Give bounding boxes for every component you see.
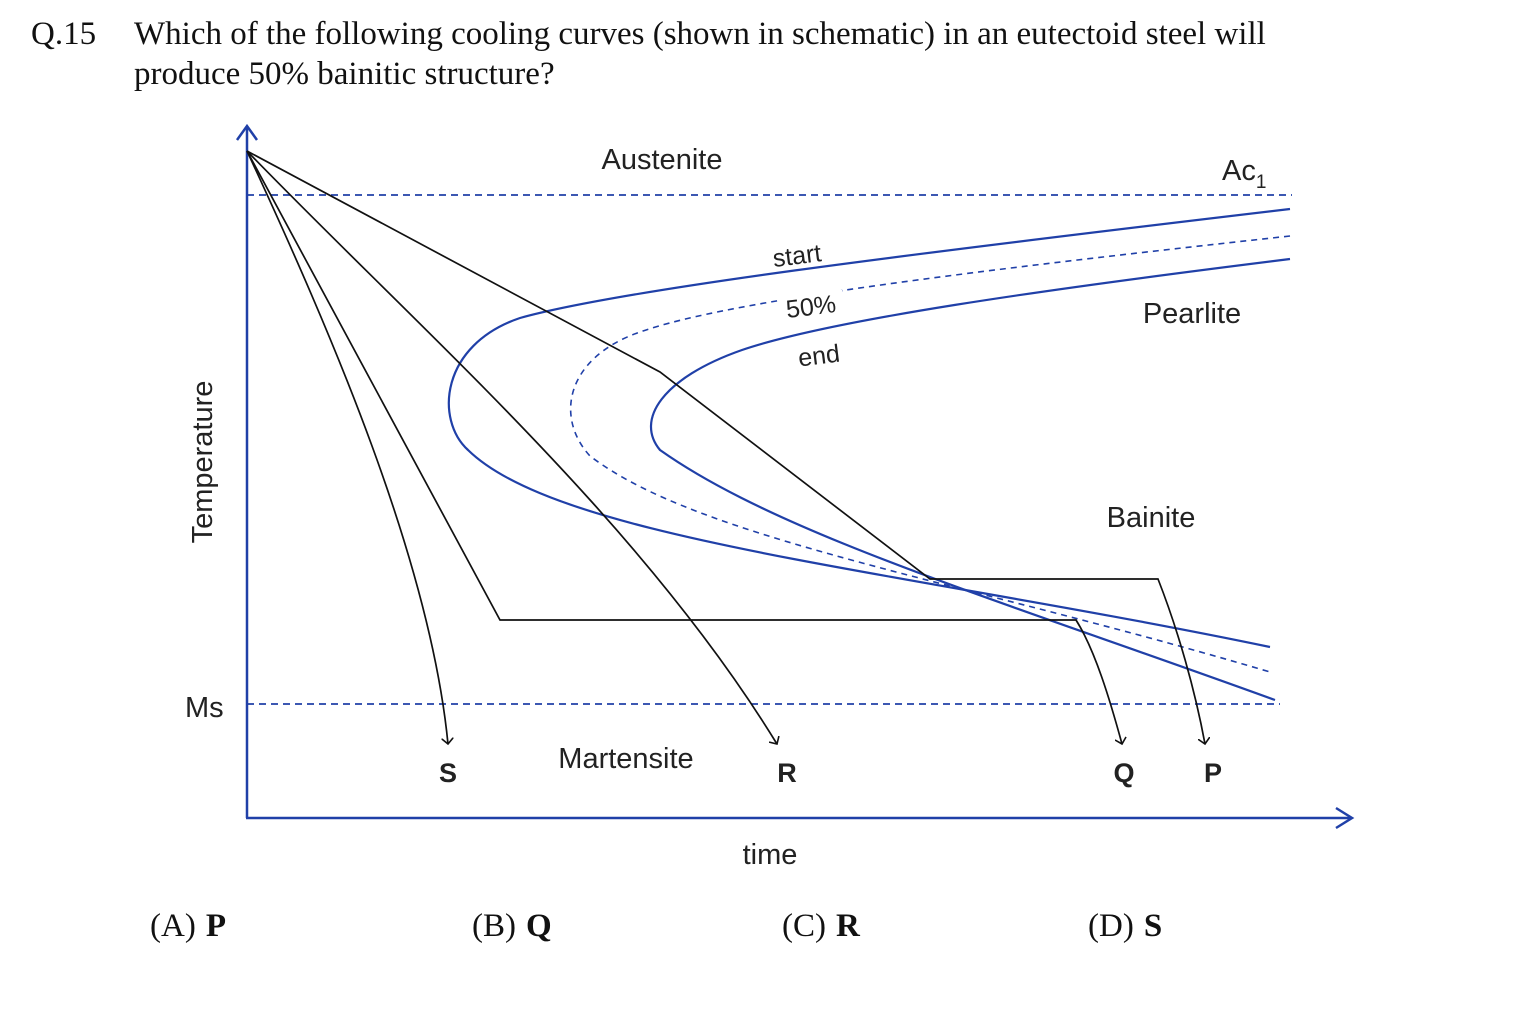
pearlite-label: Pearlite — [1143, 298, 1241, 330]
option-d-value: S — [1143, 908, 1163, 944]
ttt-curves — [447, 207, 1291, 702]
end-curve — [650, 257, 1291, 702]
x-axis-label: time — [743, 839, 798, 871]
ac1-label-main: Ac — [1222, 155, 1256, 187]
option-a-value: P — [205, 908, 226, 944]
reference-lines — [247, 194, 1292, 705]
option-a[interactable]: (A) P — [150, 906, 226, 946]
austenite-label: Austenite — [602, 144, 723, 176]
cooling-label-p: P — [1204, 758, 1222, 788]
fifty-label-mask — [780, 290, 842, 320]
option-b-key: (B) — [472, 908, 516, 944]
option-b-value: Q — [526, 908, 552, 944]
option-c-key: (C) — [782, 908, 826, 944]
cooling-label-q: Q — [1113, 758, 1134, 788]
option-b[interactable]: (B) Q — [472, 906, 552, 946]
option-a-key: (A) — [150, 908, 196, 944]
fifty-percent-curve-label: 50% — [784, 290, 837, 324]
fifty-percent-curve — [569, 235, 1291, 673]
start-curve-label: start — [771, 239, 823, 273]
cooling-paths — [246, 150, 1205, 744]
cooling-path-s — [246, 150, 448, 744]
end-curve-label: end — [797, 340, 842, 373]
option-d-key: (D) — [1088, 908, 1134, 944]
ac1-label-subscript: 1 — [1256, 172, 1267, 193]
option-c[interactable]: (C) R — [782, 906, 860, 946]
cooling-path-r — [246, 150, 777, 744]
axes — [235, 123, 1355, 830]
ac1-label: Ac1 — [1222, 155, 1266, 193]
y-axis-arrowhead — [235, 123, 259, 141]
question-text: Which of the following cooling curves (s… — [134, 16, 1266, 92]
martensite-label: Martensite — [558, 743, 693, 775]
x-axis-arrowhead — [1335, 806, 1355, 830]
bainite-label: Bainite — [1107, 502, 1196, 534]
option-d[interactable]: (D) S — [1088, 906, 1162, 946]
cooling-label-r: R — [777, 758, 797, 788]
cooling-path-q — [246, 150, 1122, 744]
y-axis-label: Temperature — [187, 381, 219, 544]
question-number: Q.15 — [31, 16, 97, 52]
start-curve — [447, 207, 1291, 649]
option-c-value: R — [836, 908, 860, 944]
ms-label: Ms — [185, 692, 224, 724]
cooling-label-s: S — [439, 758, 457, 788]
fifty-label-background — [780, 290, 842, 320]
cooling-path-p — [246, 150, 1205, 744]
